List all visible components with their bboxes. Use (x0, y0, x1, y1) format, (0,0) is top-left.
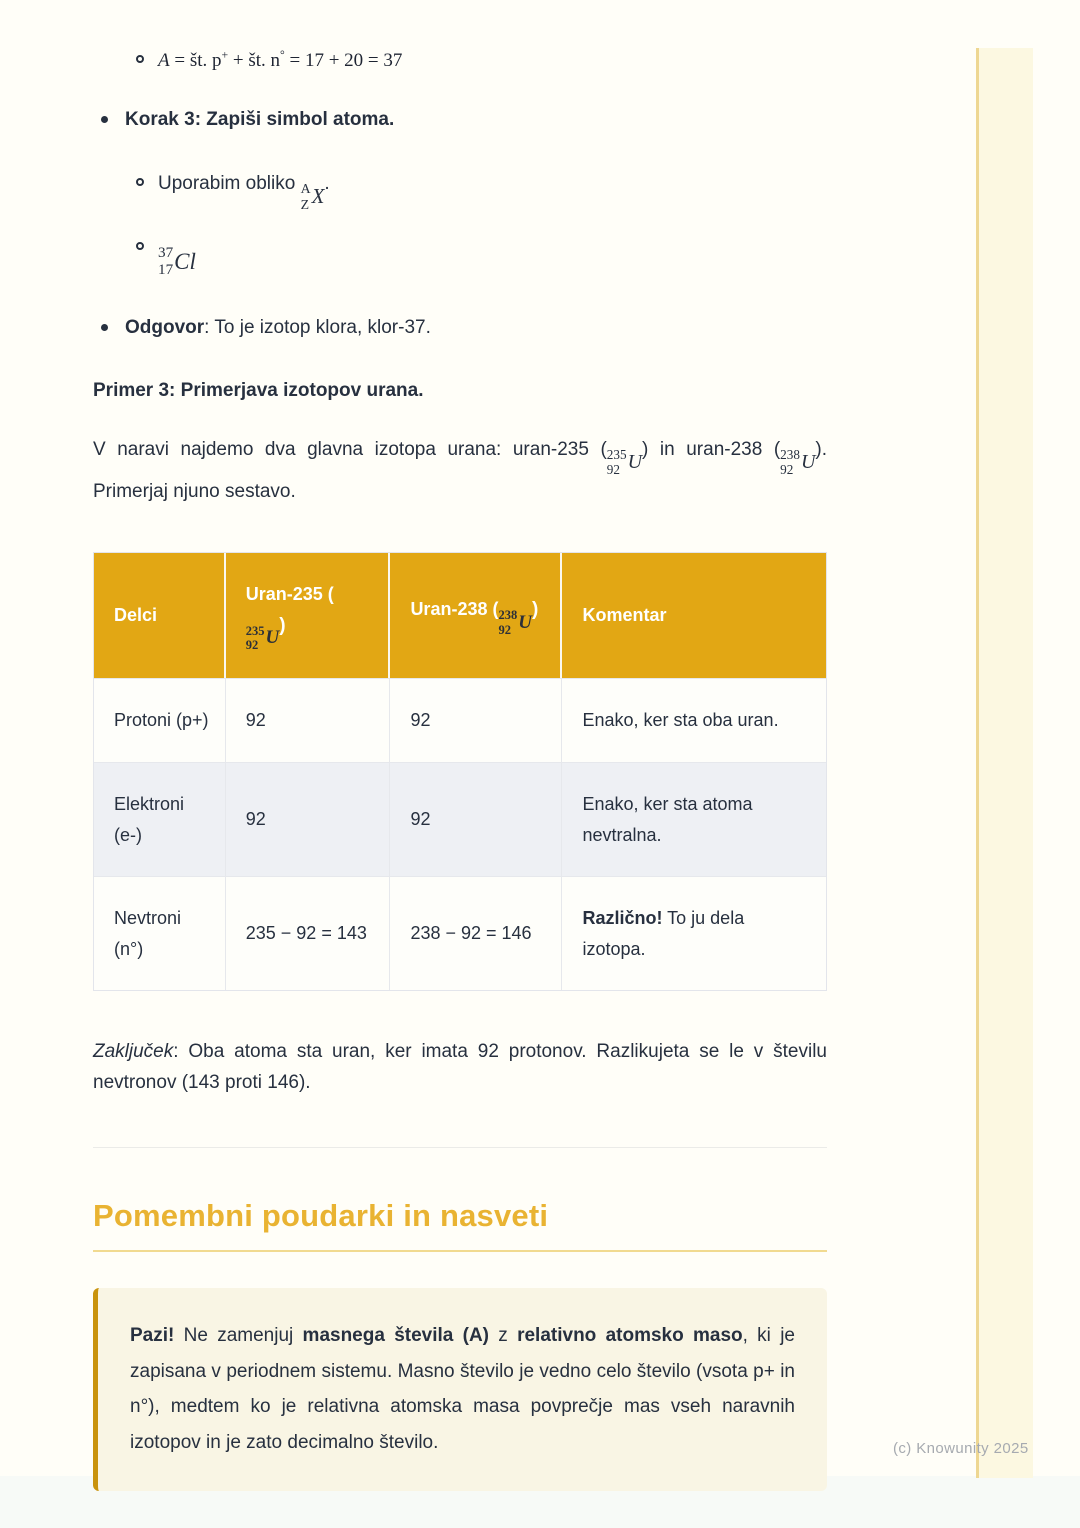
primer3-title: Primer 3: Primerjava izotopov urana. (93, 380, 424, 402)
table-row-elektroni: Elektroni (e-) 92 92 Enako, ker sta atom… (94, 762, 826, 877)
header-delci: Delci (94, 552, 226, 679)
cell-u235-value: 92 (225, 762, 391, 877)
nuclide-uranium-235: 235 92 U (606, 446, 643, 478)
hollow-bullet-icon (136, 241, 144, 250)
bullet-icon (101, 323, 108, 331)
section-divider (93, 1146, 827, 1148)
nuclide-uranium-238-header: 238 92 U (498, 608, 532, 637)
cell-u238-value: 92 (390, 762, 563, 877)
list-item-chlorine: 37 17 Cl (93, 233, 827, 279)
list-item-mass-formula: A = št. p+ + št. n° = 17 + 20 = 37 (93, 46, 827, 75)
table-row-protoni: Protoni (p+) 92 92 Enako, ker sta oba ur… (94, 678, 826, 762)
right-margin-stripe (976, 48, 1033, 1478)
bullet-icon (101, 116, 108, 124)
section-title: Pomembni poudarki in nasveti (93, 1197, 549, 1233)
cell-comment: Enako, ker sta atoma nevtralna. (562, 762, 826, 877)
cell-u238-value: 92 (390, 678, 563, 762)
nuclide-uranium-238: 238 92 U (780, 446, 816, 478)
document-content: A = št. p+ + št. n° = 17 + 20 = 37 Korak… (93, 0, 827, 1528)
warning-callout: Pazi! Ne zamenjuj masnega števila (A) z … (93, 1287, 827, 1491)
cell-particle-name: Elektroni (e-) (94, 762, 226, 877)
table-row-nevtroni: Nevtroni (n°) 235 − 92 = 143 238 − 92 = … (94, 876, 826, 991)
cell-particle-name: Protoni (p+) (94, 678, 226, 762)
list-item-korak3: Korak 3: Zapiši simbol atoma. (93, 105, 827, 134)
cell-comment: Enako, ker sta oba uran. (562, 678, 826, 762)
nuclide-uranium-235-header: 235 92 U (245, 623, 280, 652)
cell-particle-name: Nevtroni (n°) (94, 876, 226, 991)
hollow-bullet-icon (136, 55, 144, 63)
header-uran-235: Uran-235 (235 92 U) (225, 552, 391, 679)
cell-u235-value: 92 (225, 678, 391, 762)
mass-number-formula: A = št. p+ + št. n° = 17 + 20 = 37 (158, 48, 403, 71)
table-header-row: Delci Uran-235 (235 92 U) Uran-238 (238 92 U… (94, 552, 826, 679)
hollow-bullet-icon (136, 177, 144, 186)
nuclide-chlorine-37: 37 17 Cl (158, 243, 196, 279)
isotope-comparison-table: Delci Uran-235 (235 92 U) Uran-238 (238 92 U… (93, 551, 827, 992)
cell-u235-value: 235 − 92 = 143 (225, 876, 391, 991)
copyright-watermark: (c) Knowunity 2025 (893, 1440, 1029, 1457)
uranium-intro-paragraph: V naravi najdemo dva glavna izotopa uran… (93, 438, 827, 503)
list-item-odgovor: Odgovor: To je izotop klora, klor-37. (93, 313, 827, 342)
korak3-heading: Korak 3: Zapiši simbol atoma. (125, 109, 395, 131)
header-uran-238: Uran-238 (238 92 U) (390, 552, 563, 679)
header-komentar: Komentar (562, 552, 826, 679)
cell-u238-value: 238 − 92 = 146 (390, 876, 563, 991)
zakljucek-paragraph: Zaključek: Oba atoma sta uran, ker imata… (93, 1041, 827, 1094)
odgovor-text: Odgovor: To je izotop klora, klor-37. (125, 316, 431, 338)
gold-underline (93, 1249, 827, 1252)
cell-comment: Različno! To ju dela izotopa. (562, 876, 826, 991)
